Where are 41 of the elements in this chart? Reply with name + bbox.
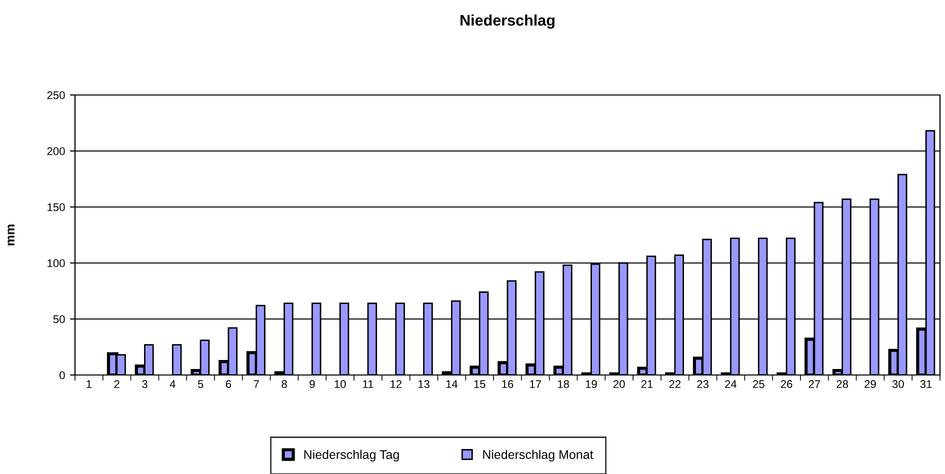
x-tick-label: 29: [864, 380, 876, 388]
x-tick-label: 21: [641, 380, 653, 388]
x-tick-label: 4: [170, 380, 176, 388]
x-tick-label: 25: [753, 380, 764, 388]
legend-label: Niederschlag Monat: [483, 450, 594, 462]
x-tick-label: 10: [334, 380, 346, 388]
x-tick-label: 6: [226, 380, 232, 388]
x-tick-label: 19: [586, 380, 597, 388]
x-tick-label: 9: [310, 380, 315, 388]
x-tick-label: 28: [836, 380, 848, 388]
x-tick-label: 13: [418, 380, 430, 388]
x-tick-label: 3: [142, 380, 148, 388]
y-axis-title: mm: [8, 224, 14, 246]
x-tick-label: 2: [114, 380, 120, 388]
y-tick-label: 100: [48, 259, 65, 268]
x-tick-label: 18: [558, 380, 570, 388]
y-tick-label: 50: [53, 315, 65, 324]
legend-label: Niederschlag Tag: [304, 450, 399, 462]
x-tick-label: 30: [892, 380, 904, 388]
x-tick-label: 24: [725, 380, 737, 388]
x-tick-label: 16: [502, 380, 514, 388]
x-tick-label: 27: [808, 380, 820, 388]
x-tick-label: 23: [697, 380, 709, 388]
x-tick-label: 31: [920, 380, 932, 388]
x-tick-label: 12: [390, 380, 402, 388]
x-tick-label: 8: [282, 380, 287, 388]
x-tick-label: 17: [530, 380, 542, 388]
x-tick-label: 20: [613, 380, 625, 388]
y-tick-label: 200: [47, 147, 65, 156]
x-tick-label: 1: [86, 380, 92, 388]
x-tick-label: 5: [198, 380, 204, 388]
x-tick-label: 22: [669, 380, 681, 388]
y-tick-label: 250: [47, 91, 65, 100]
x-tick-label: 15: [474, 380, 486, 388]
y-tick-label: 150: [48, 203, 65, 212]
x-tick-label: 11: [363, 380, 374, 388]
y-tick-label: 0: [60, 371, 65, 380]
x-tick-label: 7: [254, 380, 259, 388]
x-tick-label: 26: [780, 380, 792, 388]
x-tick-label: 14: [446, 380, 458, 388]
chart-title: Niederschlag: [460, 14, 554, 29]
